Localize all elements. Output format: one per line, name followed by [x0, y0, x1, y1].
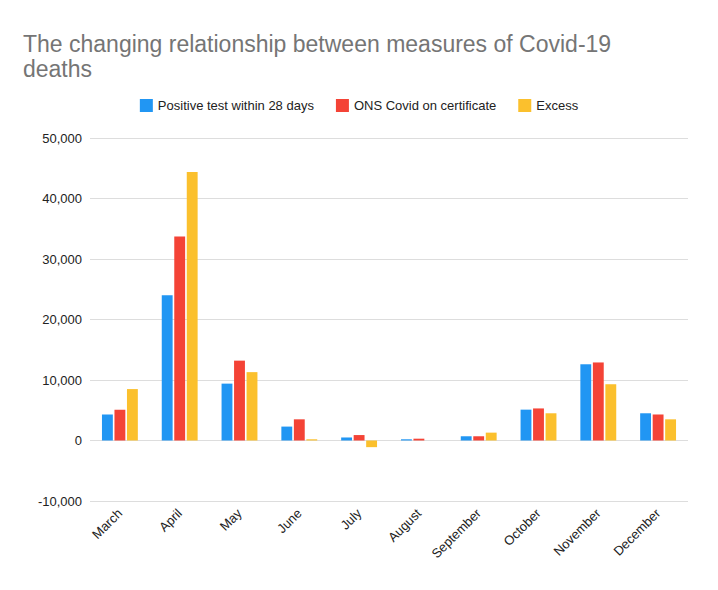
svg-text:May: May: [217, 505, 245, 533]
svg-text:Excess: Excess: [536, 98, 578, 113]
svg-text:40,000: 40,000: [42, 191, 82, 206]
svg-text:30,000: 30,000: [42, 252, 82, 267]
svg-text:50,000: 50,000: [42, 131, 82, 146]
svg-text:20,000: 20,000: [42, 312, 82, 327]
svg-text:deaths: deaths: [23, 56, 92, 82]
svg-text:Positive test within 28 days: Positive test within 28 days: [158, 98, 315, 113]
svg-text:March: March: [89, 506, 125, 542]
svg-text:August: August: [385, 505, 424, 544]
svg-text:0: 0: [75, 433, 82, 448]
svg-text:December: December: [610, 505, 663, 558]
svg-text:-10,000: -10,000: [38, 494, 82, 509]
svg-text:ONS Covid on certificate: ONS Covid on certificate: [354, 98, 496, 113]
svg-text:April: April: [156, 506, 185, 535]
svg-text:10,000: 10,000: [42, 373, 82, 388]
svg-text:July: July: [337, 505, 364, 532]
svg-text:The changing relationship betw: The changing relationship between measur…: [23, 31, 618, 57]
svg-text:September: September: [428, 505, 484, 561]
svg-text:November: November: [551, 505, 604, 558]
svg-text:October: October: [501, 505, 545, 549]
svg-text:June: June: [274, 506, 305, 537]
